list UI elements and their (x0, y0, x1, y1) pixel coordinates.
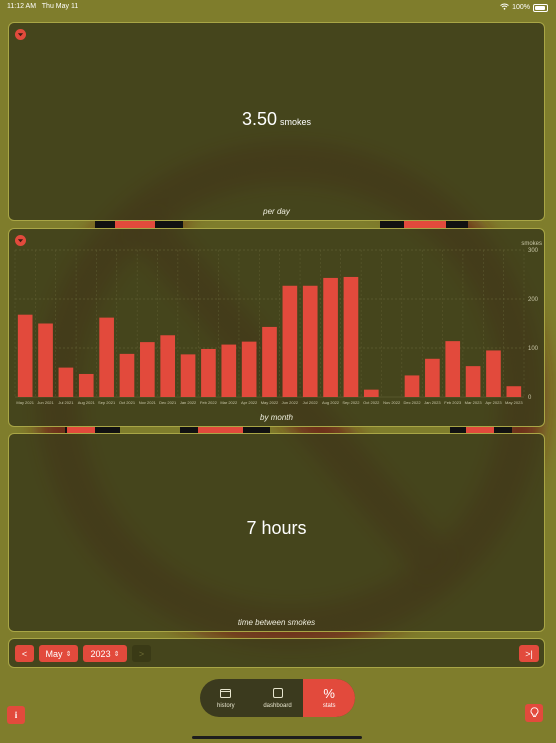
per-day-caption: per day (263, 207, 290, 216)
x-tick-label: Aug 2021 (78, 400, 96, 405)
chart-bar (343, 276, 359, 397)
tab-history[interactable]: history (200, 679, 252, 717)
x-tick-label: Dec 2022 (403, 400, 421, 405)
chart-bar (323, 277, 338, 397)
by-month-caption: by month (260, 413, 293, 422)
battery-percent: 100% (512, 4, 530, 11)
percent-icon: % (323, 685, 335, 701)
time-between-value: 7 hours (246, 518, 307, 538)
x-tick-label: Mar 2022 (220, 400, 238, 405)
x-tick-label: Jun 2021 (37, 400, 54, 405)
tab-dashboard-label: dashboard (263, 702, 292, 709)
chart-bar (38, 323, 53, 397)
home-indicator (192, 736, 362, 739)
y-tick-label: 0 (528, 395, 532, 401)
by-month-card: 0 100 200 300 smokes May 2021 Jun 2021 Jul 2021… (8, 228, 545, 427)
chart-bar (465, 366, 481, 397)
x-tick-label: Sep 2021 (98, 400, 116, 405)
chart-bar (201, 348, 216, 397)
x-tick-label: May 2021 (16, 400, 34, 405)
time-between-caption: time between smokes (237, 618, 316, 627)
chart-bar (506, 386, 522, 397)
x-tick-label: Jun 2022 (282, 400, 299, 405)
x-tick-label: Nov 2021 (139, 400, 157, 405)
chart-bar (302, 285, 318, 397)
square-icon (272, 687, 283, 700)
battery-icon (533, 3, 548, 12)
x-tick-label: Jan 2022 (180, 400, 197, 405)
y-tick-label: 100 (528, 346, 539, 352)
wifi-icon (500, 3, 509, 12)
x-tick-label: Jul 2022 (303, 400, 319, 405)
y-tick-label: 300 (528, 248, 539, 254)
x-tick-label: Sep 2022 (342, 400, 360, 405)
per-day-value: 3.50 smokes (241, 109, 312, 129)
jump-to-latest-button[interactable]: >| (519, 645, 539, 662)
per-day-card: 3.50 smokes per day (8, 22, 545, 221)
chevron-down-icon[interactable] (15, 29, 26, 40)
next-button[interactable]: > (132, 645, 151, 662)
info-button[interactable]: i (7, 706, 25, 724)
tab-dashboard[interactable]: dashboard (252, 679, 304, 717)
year-select[interactable]: 2023 ⇕ (83, 645, 127, 662)
chart-bar (445, 341, 461, 397)
chart-bar (180, 354, 196, 397)
chart-bar (58, 367, 74, 397)
month-select[interactable]: May ⇕ (39, 645, 78, 662)
tab-stats-label: stats (322, 702, 336, 709)
x-tick-label: Aug 2022 (322, 400, 340, 405)
chart-bar (221, 344, 237, 397)
chevron-updown-icon: ⇕ (65, 650, 72, 658)
chart-bar (262, 326, 277, 397)
chart-bar (241, 341, 257, 397)
chart-bar (425, 358, 440, 397)
chevron-updown-icon: ⇕ (113, 650, 120, 658)
previous-button[interactable]: < (15, 645, 34, 662)
x-tick-label: Oct 2021 (119, 400, 136, 405)
x-tick-label: Dec 2021 (159, 400, 177, 405)
y-axis-label: smokes (521, 241, 542, 247)
chart-bar (282, 285, 298, 397)
chart-bar (404, 375, 420, 397)
x-tick-label: Feb 2023 (444, 400, 462, 405)
chart-bar (486, 350, 501, 397)
chart-bar (78, 373, 94, 397)
chart-bar (119, 353, 135, 397)
status-right: 100% (500, 3, 548, 12)
status-bar: 11:12 AM Thu May 11 100% (0, 0, 556, 14)
x-tick-label: Jan 2023 (424, 400, 441, 405)
tab-history-label: history (217, 702, 235, 709)
chart-bar (160, 335, 176, 397)
x-tick-label: May 2023 (505, 400, 523, 405)
tab-bar: history dashboard % stats (200, 679, 355, 717)
x-tick-label: Apr 2023 (485, 400, 502, 405)
chart-bar (17, 314, 33, 397)
calendar-icon (220, 688, 232, 700)
chart-bar (140, 342, 155, 397)
y-tick-label: 200 (528, 297, 539, 303)
status-time: 11:12 AM Thu May 11 (7, 3, 79, 10)
x-tick-label: Nov 2022 (383, 400, 401, 405)
x-tick-label: Feb 2022 (200, 400, 218, 405)
x-tick-label: Oct 2022 (363, 400, 380, 405)
chart-bar (99, 317, 114, 397)
period-control-bar: < May ⇕ 2023 ⇕ > >| (8, 638, 545, 668)
lightbulb-button[interactable] (525, 704, 543, 722)
tab-stats[interactable]: % stats (303, 679, 355, 717)
x-tick-label: May 2022 (261, 400, 279, 405)
x-tick-label: Jul 2021 (58, 400, 74, 405)
x-tick-label: Mar 2023 (465, 400, 483, 405)
lightbulb-icon (530, 706, 539, 720)
chevron-down-icon[interactable] (15, 235, 26, 246)
chart-bar (363, 389, 379, 397)
time-between-card: 7 hours time between smokes (8, 433, 545, 632)
x-tick-label: Apr 2022 (241, 400, 258, 405)
info-icon: i (14, 710, 18, 720)
